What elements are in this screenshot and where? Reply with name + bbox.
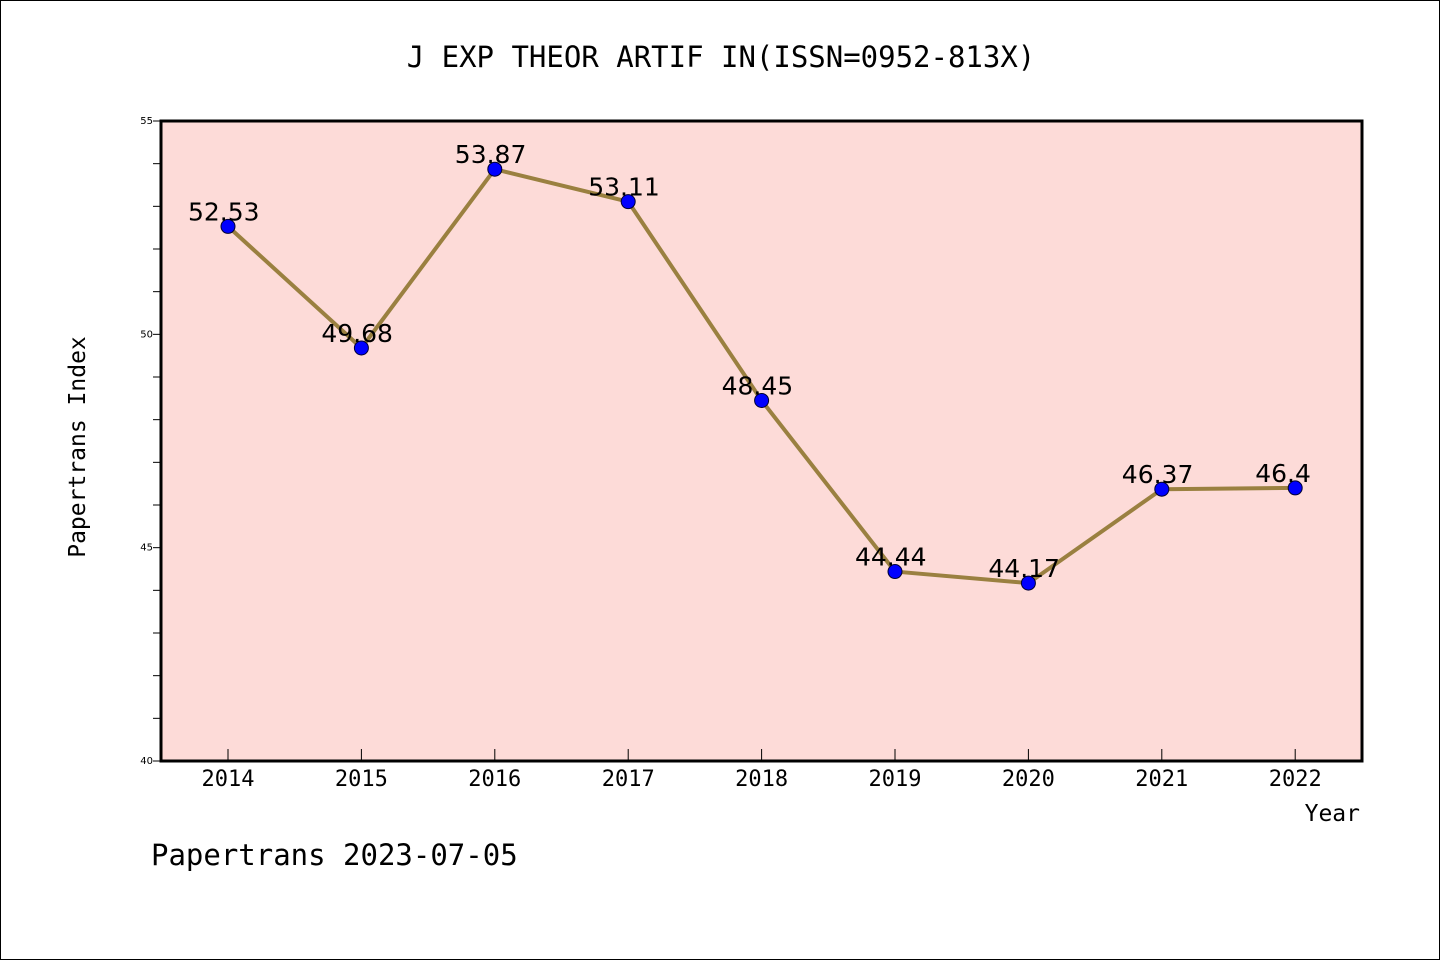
x-tick-label: 2021: [1135, 767, 1188, 792]
y-tick-label: 50: [140, 329, 153, 340]
x-tick-label: 2018: [735, 767, 788, 792]
data-label: 46.4: [1255, 459, 1311, 488]
data-point: [1020, 575, 1036, 591]
data-point: [887, 564, 903, 580]
data-point: [487, 161, 503, 177]
y-tick-label: 40: [140, 756, 153, 767]
data-label: 46.37: [1122, 460, 1194, 489]
data-point: [220, 218, 236, 234]
x-tick-label: 2022: [1269, 767, 1322, 792]
data-point: [754, 392, 770, 408]
data-label: 48.45: [722, 371, 794, 400]
data-point: [1154, 481, 1170, 497]
plot-frame: [159, 119, 1364, 763]
data-point: [620, 194, 636, 210]
y-axis-label: Papertrans Index: [65, 336, 91, 558]
x-tick-label: 2017: [602, 767, 655, 792]
x-tick-label: 2016: [468, 767, 521, 792]
data-label: 49.68: [321, 319, 393, 348]
data-point: [353, 340, 369, 356]
data-label: 44.44: [855, 543, 927, 572]
footer-date-stamp: Papertrans 2023-07-05: [151, 838, 518, 872]
x-tick-label: 2020: [1002, 767, 1055, 792]
chart-title: J EXP THEOR ARTIF IN(ISSN=0952-813X): [407, 40, 1036, 74]
y-tick-label: 55: [140, 116, 153, 127]
data-label: 52.53: [188, 197, 260, 226]
x-tick-label: 2019: [869, 767, 922, 792]
x-tick-label: 2014: [202, 767, 255, 792]
plot-area: [161, 121, 1362, 761]
data-point: [1287, 480, 1303, 496]
x-tick-label: 2015: [335, 767, 388, 792]
data-label: 53.87: [455, 140, 527, 169]
y-tick-label: 45: [140, 543, 153, 554]
x-axis-label: Year: [1305, 801, 1360, 827]
data-label: 44.17: [988, 554, 1060, 583]
data-label: 53.11: [588, 173, 660, 202]
